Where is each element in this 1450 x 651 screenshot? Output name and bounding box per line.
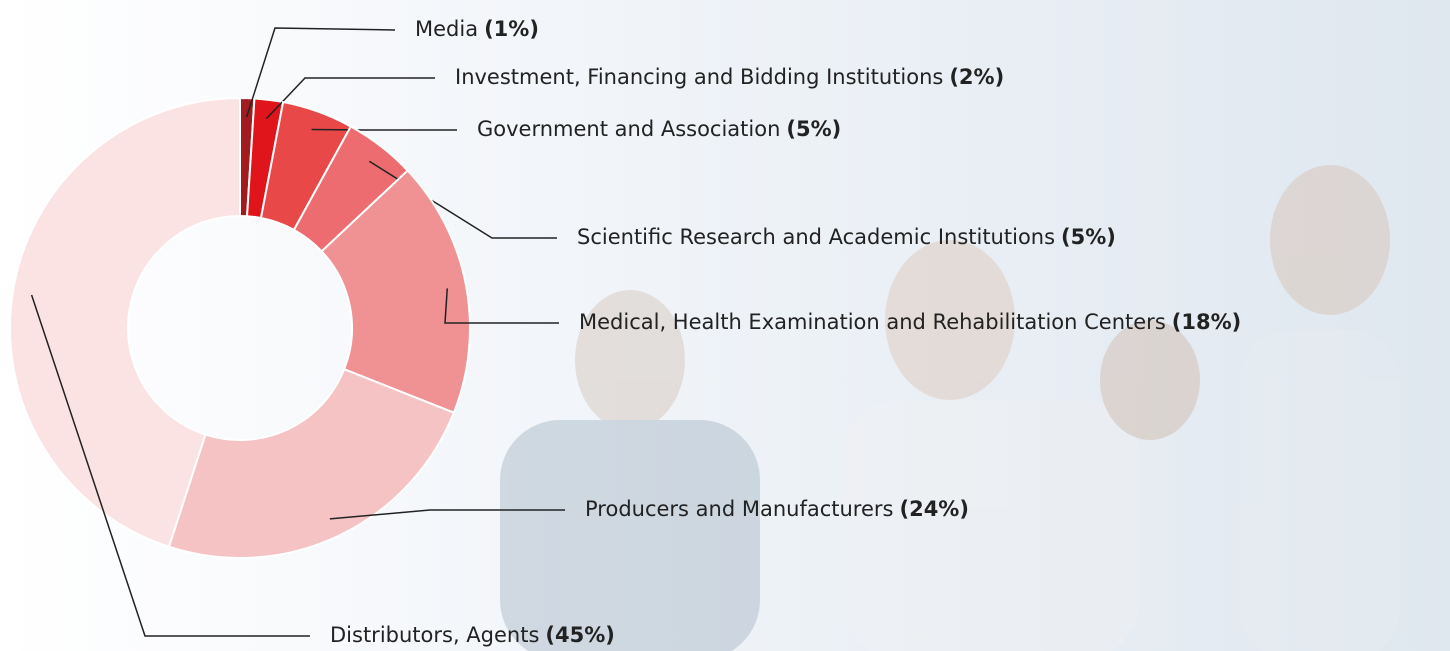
slice-label: Medical, Health Examination and Rehabili… xyxy=(579,310,1241,334)
category-name: Scientific Research and Academic Institu… xyxy=(577,225,1055,249)
slice-label: Producers and Manufacturers(24%) xyxy=(585,497,969,521)
category-name: Media xyxy=(415,17,478,41)
slice-label: Investment, Financing and Bidding Instit… xyxy=(455,65,1004,89)
slice-label: Government and Association(5%) xyxy=(477,117,841,141)
value-label: (1%) xyxy=(484,17,539,41)
value-label: (5%) xyxy=(786,117,841,141)
value-label: (24%) xyxy=(899,497,968,521)
category-name: Government and Association xyxy=(477,117,780,141)
value-label: (18%) xyxy=(1172,310,1241,334)
category-name: Producers and Manufacturers xyxy=(585,497,893,521)
value-label: (2%) xyxy=(949,65,1004,89)
slice-label: Media(1%) xyxy=(415,17,539,41)
leader-line xyxy=(311,129,457,130)
slice-label: Distributors, Agents(45%) xyxy=(330,623,615,647)
slice-label: Scientific Research and Academic Institu… xyxy=(577,225,1116,249)
category-name: Medical, Health Examination and Rehabili… xyxy=(579,310,1166,334)
chart: Media(1%) Investment, Financing and Biddi… xyxy=(0,0,1450,651)
value-label: (5%) xyxy=(1061,225,1116,249)
category-name: Investment, Financing and Bidding Instit… xyxy=(455,65,943,89)
page: {"chart_data": {"type": "pie", "donut": … xyxy=(0,0,1450,651)
value-label: (45%) xyxy=(545,623,614,647)
category-name: Distributors, Agents xyxy=(330,623,539,647)
